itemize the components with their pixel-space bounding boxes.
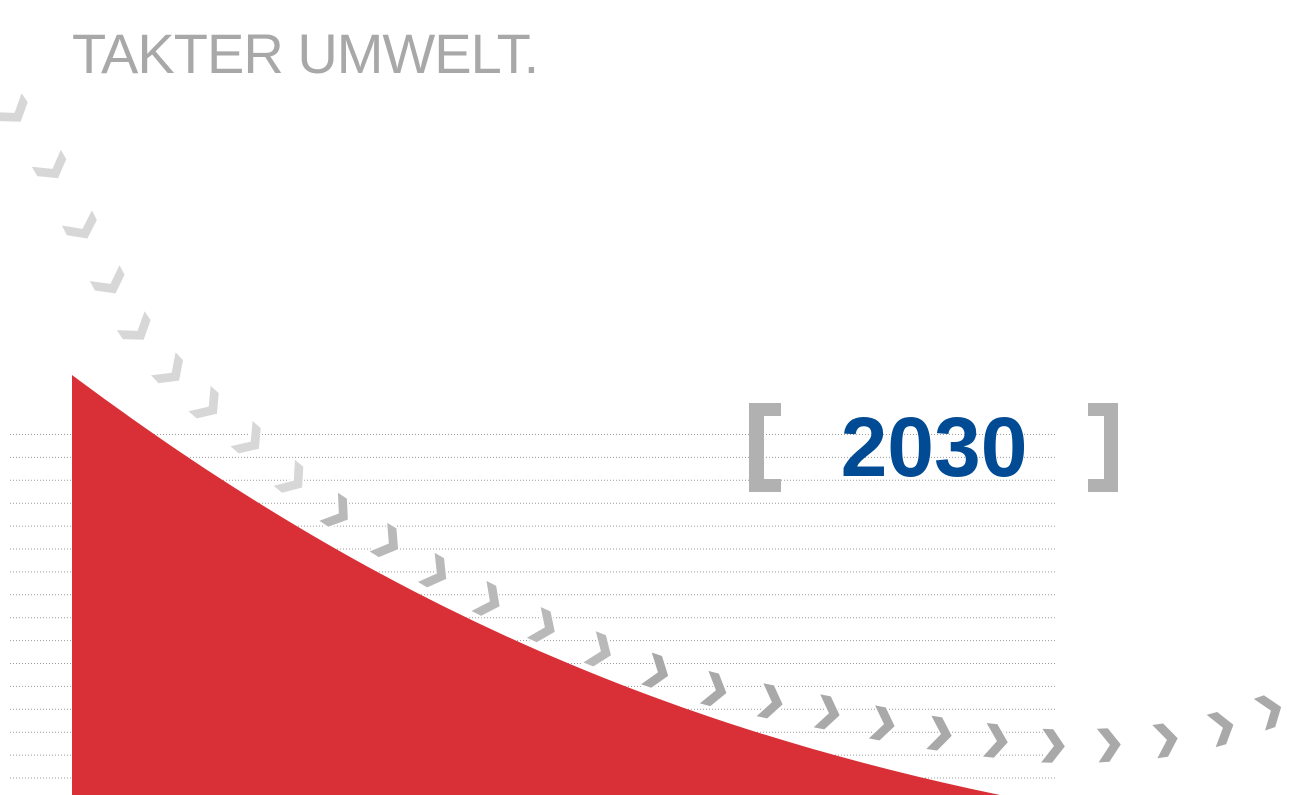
chevron-right-icon	[1250, 693, 1283, 734]
headline: TAKTER UMWELT.	[72, 22, 539, 85]
chevron-right-icon	[523, 604, 557, 644]
chevron-right-icon	[315, 489, 350, 529]
chevron-right-icon	[1149, 721, 1180, 761]
arrow-path	[0, 89, 1283, 765]
chevron-right-icon	[467, 578, 502, 618]
chevron-right-icon	[1037, 727, 1067, 765]
chevron-right-icon	[1093, 726, 1123, 765]
chevron-right-icon	[979, 721, 1010, 760]
chevron-right-icon	[810, 692, 842, 732]
chevron-right-icon	[579, 628, 613, 669]
year-badge: 2030	[749, 400, 1118, 494]
chevron-right-icon	[1203, 710, 1236, 750]
year-label: 2030	[841, 400, 1028, 494]
left-bracket-icon	[749, 403, 781, 492]
chevron-right-icon	[147, 348, 185, 385]
chevron-right-icon	[696, 668, 729, 708]
chevron-right-icon	[270, 456, 305, 495]
chevron-right-icon	[59, 206, 99, 241]
chevron-right-icon	[113, 307, 153, 342]
chevron-right-icon	[414, 549, 448, 590]
chevron-right-icon	[86, 261, 127, 296]
chevron-right-icon	[637, 649, 671, 690]
chevron-right-icon	[366, 519, 400, 559]
declining-red-curve-area	[72, 375, 1000, 795]
chevron-right-icon	[865, 703, 897, 743]
chevron-right-icon	[753, 681, 785, 721]
chevron-right-icon	[28, 146, 69, 180]
right-bracket-icon	[1088, 403, 1118, 492]
chevron-right-icon	[0, 89, 30, 124]
chevron-right-icon	[185, 382, 221, 421]
chevron-right-icon	[923, 713, 954, 753]
chevron-right-icon	[227, 417, 263, 456]
